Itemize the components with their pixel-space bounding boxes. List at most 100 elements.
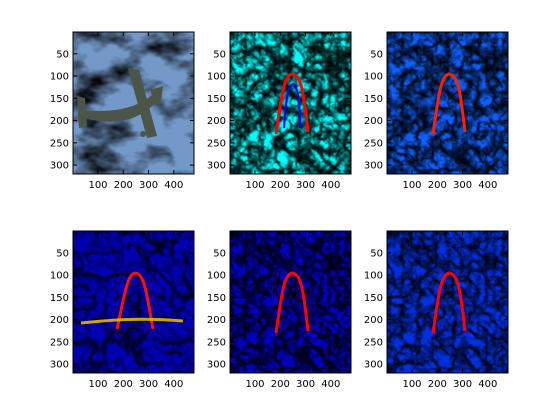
y-tick-label: 250 [207,337,226,348]
y-tick-label: 50 [56,49,69,60]
y-tick-label: 50 [56,248,69,259]
y-tick-label: 150 [207,293,226,304]
heatmap-contour-inner [283,82,301,129]
y-tick-label: 200 [50,116,69,127]
y-tick-label: 300 [50,161,69,172]
panel-5 [230,231,351,373]
x-tick-label: 300 [296,379,315,390]
axes-layer: 100 200 300 400 50 100 150 200 250 300 100 200 300 40… [50,31,509,390]
axes-panel-2: 100 200 300 400 50 100 150 200 250 300 [207,31,352,191]
y-tick-label: 150 [50,94,69,105]
axes-frame [72,31,195,175]
axes-panel-3: 100 200 300 400 50 100 150 200 250 300 [364,31,509,191]
x-tick-label: 100 [402,180,421,191]
x-tick-label: 300 [453,379,472,390]
panel-4-heatmap [73,231,194,373]
y-tick-label: 200 [50,315,69,326]
x-tick-label: 300 [139,379,158,390]
panel-1-image [73,32,194,174]
heatmap-peak [230,231,351,373]
y-tick-label: 150 [50,293,69,304]
heatmap-contour [274,271,310,334]
x-tick-label: 400 [478,379,497,390]
x-tick-label: 100 [245,379,264,390]
aircraft [77,68,163,138]
panel-3 [387,32,508,174]
heatmap-contour [431,72,467,135]
x-tick-label: 400 [164,379,183,390]
axes-frame [386,31,509,175]
panel-1 [73,32,194,174]
x-tick-label: 300 [453,180,472,191]
axes-frame [386,230,509,374]
heatmap-band [80,317,184,325]
axes-panel-6: 100 200 300 400 50 100 150 200 250 300 [364,230,509,390]
y-tick-label: 250 [207,138,226,149]
y-tick-label: 150 [364,94,383,105]
x-tick-label: 300 [296,180,315,191]
x-tick-label: 100 [88,379,107,390]
axes-frame [72,230,195,374]
y-tick-label: 100 [207,271,226,282]
panel-2-heatmap [230,32,351,174]
y-tick-label: 150 [207,94,226,105]
x-tick-label: 400 [478,180,497,191]
y-tick-label: 50 [213,248,226,259]
y-tick-label: 100 [50,72,69,83]
x-tick-label: 100 [402,379,421,390]
y-tick-label: 100 [50,271,69,282]
aircraft-nose [151,86,163,104]
y-tick-label: 300 [207,161,226,172]
x-tick-label: 100 [245,180,264,191]
x-tick-label: 200 [114,180,133,191]
y-tick-label: 100 [364,271,383,282]
panel-6-heatmap [387,231,508,373]
y-tick-label: 100 [364,72,383,83]
x-tick-label: 200 [114,379,133,390]
axes-frame [229,31,352,175]
x-tick-label: 200 [428,180,447,191]
heatmap-high [73,231,194,373]
x-tick-label: 400 [321,379,340,390]
heatmap-contour [431,271,467,334]
y-tick-label: 250 [50,337,69,348]
y-tick-label: 200 [364,116,383,127]
y-tick-label: 100 [207,72,226,83]
x-tick-label: 300 [139,180,158,191]
axes-panel-5: 100 200 300 400 50 100 150 200 250 300 [207,230,352,390]
aircraft-tail [77,96,87,128]
y-tick-label: 200 [207,116,226,127]
axes-panel-4: 100 200 300 400 50 100 150 200 250 300 [50,230,195,390]
x-tick-label: 200 [271,379,290,390]
x-tick-label: 200 [271,180,290,191]
heatmap-peak [387,32,508,174]
axes-frame [229,230,352,374]
y-tick-label: 300 [364,360,383,371]
axes-panel-1: 100 200 300 400 50 100 150 200 250 300 [50,31,195,191]
y-tick-label: 200 [207,315,226,326]
y-tick-label: 250 [364,138,383,149]
y-tick-label: 250 [50,138,69,149]
y-tick-label: 50 [370,49,383,60]
y-tick-label: 250 [364,337,383,348]
x-tick-label: 400 [321,180,340,191]
y-tick-label: 300 [50,360,69,371]
heatmap-peak [387,231,508,373]
heatmap-peak [230,32,351,174]
y-tick-label: 50 [213,49,226,60]
x-tick-label: 200 [428,379,447,390]
y-tick-label: 300 [364,161,383,172]
panel-6 [387,231,508,373]
heatmap-contour [274,72,310,135]
aircraft-wing [128,68,157,138]
y-tick-label: 300 [207,360,226,371]
x-tick-label: 100 [88,180,107,191]
panel-4 [73,231,194,373]
heatmap-contour [115,271,155,330]
x-tick-label: 400 [164,180,183,191]
y-tick-label: 150 [364,293,383,304]
panel-3-heatmap [387,32,508,174]
panel-5-heatmap [230,231,351,373]
clouds [73,32,194,174]
aircraft-wheel [140,131,146,137]
